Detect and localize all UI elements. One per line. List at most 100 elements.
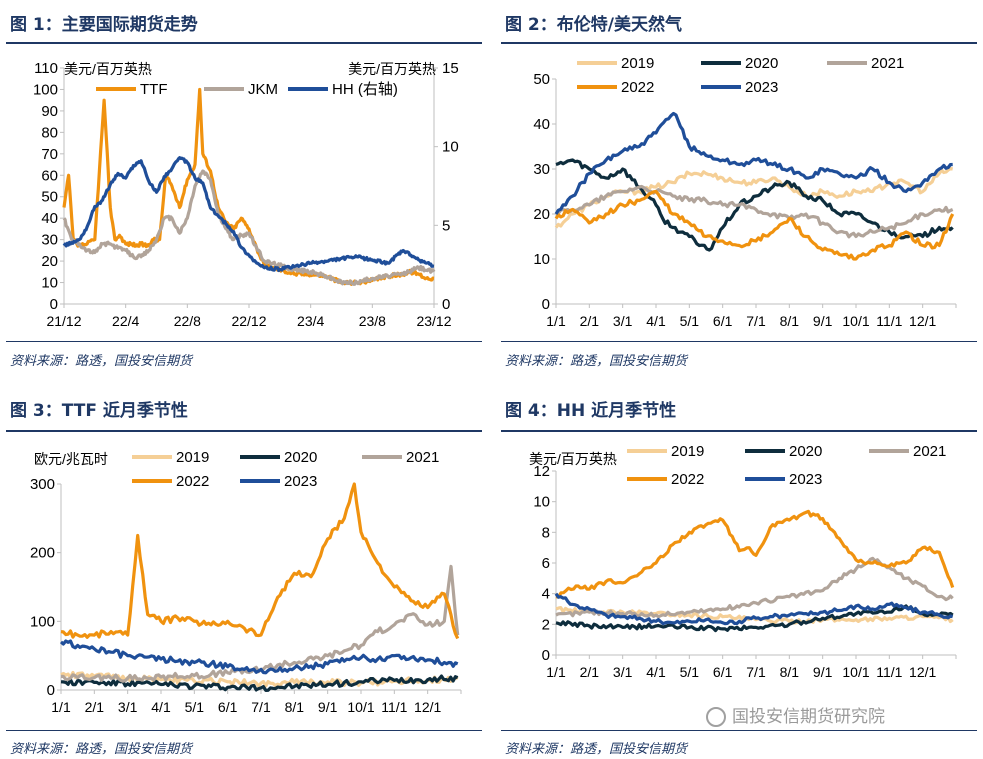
series-line-jkm [62,169,436,286]
x-tick-label: 21/12 [46,313,81,329]
legend-label: 2020 [789,443,822,460]
y-tick-label: 30 [41,232,58,249]
series-line-2020 [60,674,459,692]
x-tick-label: 4/1 [646,313,666,329]
y-tick-label: 10 [533,251,550,268]
y-tick-label: 70 [41,146,58,163]
x-tick-label: 9/1 [813,313,833,329]
figure-1-bottom-rule [6,341,482,342]
y-tick-label: 2 [542,616,550,633]
figure-4-rule [501,430,977,432]
legend-label: 2022 [176,473,209,490]
figure-3-bottom-rule [6,730,482,731]
series-line-2022 [60,482,460,640]
y-tick-label: 0 [50,296,58,313]
legend-label: 2021 [913,443,946,460]
legend-label: 2023 [284,473,317,490]
x-tick-label: 4/1 [151,699,171,715]
y-axis-unit-label: 欧元/兆瓦时 [34,451,108,467]
y-tick-label: 50 [41,189,58,206]
x-tick-label: 10/1 [842,664,869,680]
y-tick-label: 20 [41,253,58,270]
y-tick-label: 100 [30,613,55,630]
y2-tick-label: 0 [442,296,450,313]
x-tick-label: 5/1 [680,313,700,329]
x-tick-label: 3/1 [118,699,138,715]
chart-2: 0 10 20 30 40 50 1/1 2/1 3/1 4/1 5/1 6/1 7/1 8/1 9/1 10… [533,55,957,329]
figure-3-source: 资料来源：路透，国投安信期货 [10,742,193,757]
x-tick-label: 10/1 [347,699,374,715]
y-tick-label: 50 [533,71,550,88]
y-tick-label: 90 [41,103,58,120]
x-tick-label: 7/1 [746,313,766,329]
x-tick-label: 12/1 [414,699,441,715]
y-tick-label: 6 [542,555,550,572]
series-line-hh [62,156,435,273]
figure-3-rule [6,430,482,432]
figure-3-title: 图 3：TTF 近月季节性 [10,401,188,421]
figure-1-source: 资料来源：路透，国投安信期货 [10,354,193,369]
x-tick-label: 23/4 [297,313,324,329]
x-tick-label: 6/1 [713,664,733,680]
y-tick-label: 12 [533,463,550,480]
x-tick-label: 9/1 [813,664,833,680]
series-line-2021 [60,564,460,683]
x-tick-label: 1/1 [546,664,566,680]
figure-1-rule [6,42,482,44]
y-tick-label: 40 [533,116,550,133]
legend-label: HH (右轴) [332,81,398,98]
y-tick-label: 0 [47,682,55,699]
y-tick-label: 200 [30,545,55,562]
x-tick-label: 11/1 [876,664,902,680]
y-tick-label: 0 [542,647,550,664]
series-line-2023 [554,592,954,626]
chart-4: 0 2 4 6 8 10 12 1/1 2/1 3/1 4/1 5/1 6/1 7/1 8/1 9/1 10/1… [529,443,957,680]
x-tick-label: 22/12 [231,313,266,329]
x-tick-label: 3/1 [613,664,633,680]
y2-tick-label: 10 [442,139,459,156]
legend-label: 2022 [621,79,654,96]
figure-2-title: 图 2：布伦特/美天然气 [505,15,682,35]
series-line-2020 [555,158,954,252]
x-tick-label: 5/1 [680,664,700,680]
y-tick-label: 60 [41,167,58,184]
x-tick-label: 3/1 [613,313,633,329]
y-axis-unit-label: 美元/百万英热 [64,61,152,77]
series-line-2023 [59,639,459,675]
x-tick-label: 8/1 [780,664,800,680]
series-line-2022 [554,189,955,261]
y-tick-label: 0 [542,296,550,313]
y-axis-unit-label: 美元/百万英热 [529,451,617,467]
x-tick-label: 9/1 [318,699,338,715]
watermark: 国投安信期货研究院 [706,702,885,727]
y-tick-label: 8 [542,524,550,541]
legend-label: 2023 [789,471,822,488]
x-tick-label: 12/1 [909,664,936,680]
figure-4-title: 图 4：HH 近月季节性 [505,401,677,421]
x-tick-label: 10/1 [842,313,869,329]
x-tick-label: 23/12 [416,313,451,329]
x-tick-label: 22/8 [174,313,201,329]
figure-2-bottom-rule [501,341,977,342]
series-line-2020 [555,604,954,633]
y-tick-label: 100 [33,81,58,98]
legend-label: TTF [140,81,168,98]
y-tick-label: 10 [41,275,58,292]
legend-label: 2019 [176,449,209,466]
y-tick-label: 4 [542,586,550,603]
x-tick-label: 11/1 [876,313,902,329]
legend-label: 2023 [745,79,778,96]
x-tick-label: 12/1 [909,313,936,329]
series-line-2022 [555,509,955,599]
x-tick-label: 22/4 [112,313,139,329]
figure-1-title: 图 1：主要国际期货走势 [10,15,198,35]
x-tick-label: 7/1 [746,664,766,680]
figure-4-source: 资料来源：路透，国投安信期货 [505,742,688,757]
legend-label: 2021 [871,55,904,72]
chart-1: 0 10 20 30 40 50 60 70 80 90 100 110 0 5 10 15 21/12 22/4… [33,60,459,329]
series-line-2023 [554,111,953,215]
series-line-2021 [555,184,954,239]
x-tick-label: 1/1 [51,699,71,715]
legend-label: 2022 [671,471,704,488]
x-tick-label: 4/1 [646,664,666,680]
